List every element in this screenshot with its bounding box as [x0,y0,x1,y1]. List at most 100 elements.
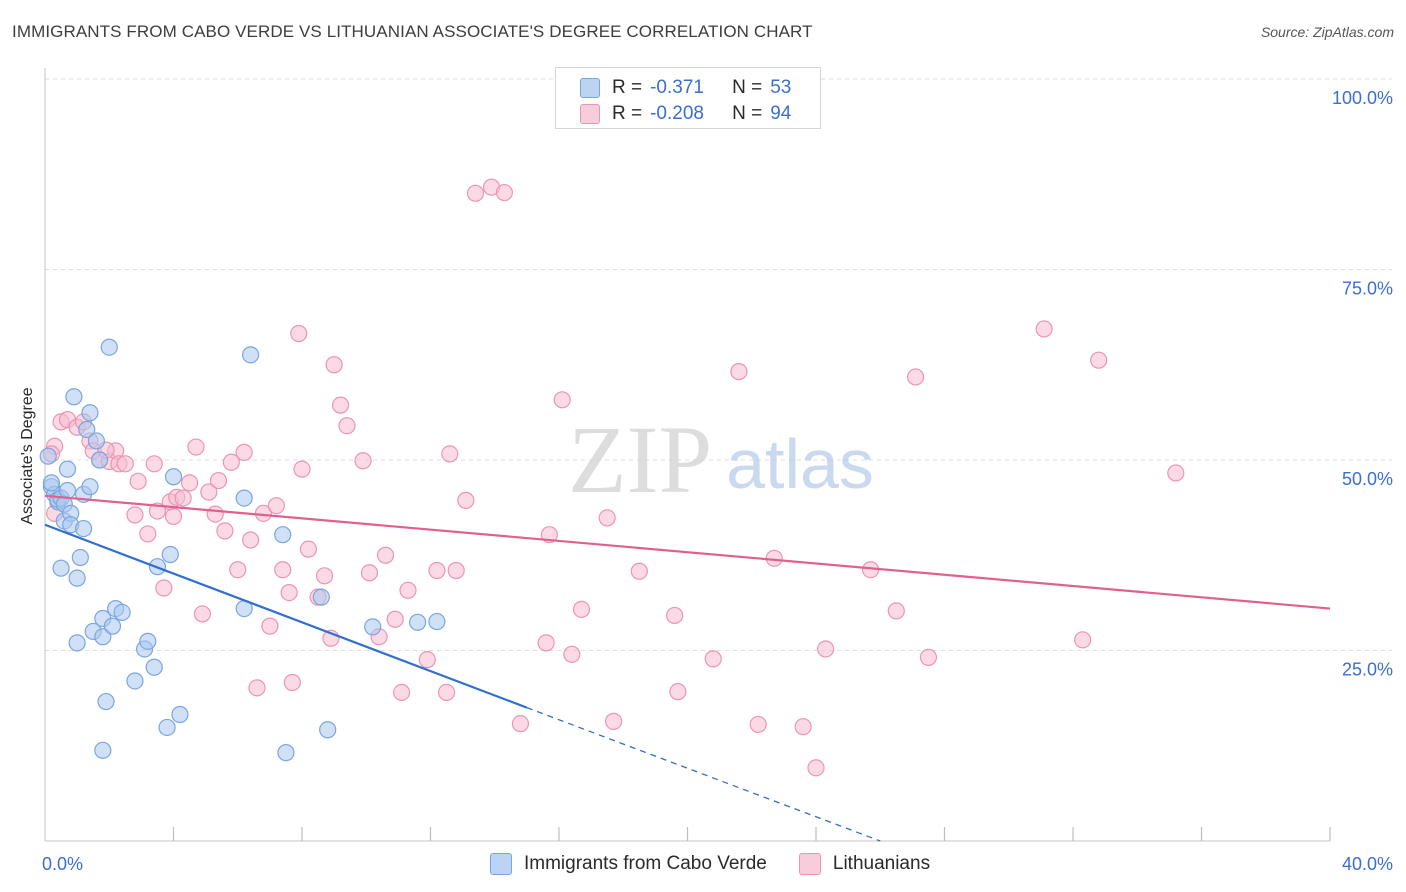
point-lithuanians [418,651,436,669]
y-tick-label: 25.0% [1342,660,1393,680]
n-value-cabo-verde: 53 [770,77,792,98]
point-lithuanians [730,363,748,381]
point-lithuanians [325,356,343,374]
point-lithuanians [145,455,163,473]
point-lithuanians [794,718,812,736]
point-cabo-verde [74,519,93,538]
point-lithuanians [174,489,192,507]
point-cabo-verde [42,474,61,492]
point-cabo-verde [409,613,427,631]
point-lithuanians [919,648,938,666]
point-lithuanians [222,453,240,471]
watermark: ZIP atlas [568,406,874,513]
r-value-lithuanians: -0.208 [650,103,704,124]
watermark-zip: ZIP [568,406,712,513]
tick-labels: 25.0% 50.0% 75.0% 100.0% 0.0% 40.0% [42,88,1393,874]
point-cabo-verde [126,672,144,690]
point-lithuanians [807,759,825,777]
point-lithuanians [274,561,292,579]
point-cabo-verde [97,692,115,711]
legend-swatch-blue [580,78,600,98]
point-lithuanians [193,605,212,623]
point-lithuanians [139,525,157,543]
point-lithuanians [248,679,266,697]
point-cabo-verde [94,741,112,759]
point-cabo-verde [94,628,112,646]
point-lithuanians [598,509,616,527]
point-lithuanians [428,561,446,580]
point-cabo-verde [312,588,330,606]
point-lithuanians [267,497,285,515]
x-tick-label: 0.0% [42,854,83,874]
point-lithuanians [293,460,311,478]
point-lithuanians [180,474,199,492]
point-cabo-verde [52,559,70,577]
point-lithuanians [666,606,684,625]
point-lithuanians [1035,320,1053,338]
n-label: N = [732,103,763,124]
point-lithuanians [290,324,308,343]
trend-line-cabo-verde [44,523,528,709]
point-lithuanians [605,712,623,730]
series-legend: Immigrants from Cabo Verde Lithuanians [490,851,962,877]
chart-title: IMMIGRANTS FROM CABO VERDE VS LITHUANIAN… [12,22,813,41]
n-value-lithuanians: 94 [770,103,792,124]
point-lithuanians [392,683,411,702]
y-tick-label: 50.0% [1342,469,1393,489]
point-cabo-verde [91,451,109,469]
point-lithuanians [229,561,247,579]
legend-swatch-pink [798,853,821,875]
point-lithuanians [242,531,260,549]
trend-line-lithuanians [44,494,1331,610]
point-cabo-verde [164,468,183,486]
point-cabo-verde [68,634,86,652]
grid-lines [45,78,1392,651]
point-cabo-verde [235,489,253,507]
point-cabo-verde [161,545,179,564]
point-lithuanians [749,715,767,734]
point-lithuanians [437,683,456,702]
point-lithuanians [315,567,334,585]
point-lithuanians [495,183,513,202]
point-lithuanians [447,561,465,580]
point-lithuanians [155,579,173,597]
trend-line-cabo-verde-extension [526,707,881,842]
point-lithuanians [817,640,835,658]
r-label: R = [612,103,643,124]
point-lithuanians [572,600,591,618]
point-lithuanians [116,455,134,473]
point-lithuanians [511,715,530,733]
point-lithuanians [704,650,722,668]
point-cabo-verde [65,388,83,406]
point-lithuanians [669,683,687,701]
point-cabo-verde [139,632,157,650]
legend-swatch-blue [490,853,512,875]
point-lithuanians [563,645,581,663]
point-lithuanians [164,507,183,525]
point-lithuanians [126,506,144,524]
point-lithuanians [537,634,555,652]
point-cabo-verde [319,721,337,739]
point-cabo-verde [428,612,446,631]
point-cabo-verde [277,744,295,762]
point-lithuanians [216,522,234,540]
y-tick-label: 75.0% [1342,279,1393,299]
point-cabo-verde [145,658,163,676]
point-lithuanians [386,610,404,628]
point-lithuanians [441,445,459,463]
point-lithuanians [553,391,571,409]
point-lithuanians [209,471,228,490]
y-axis-label: Associate's Degree [19,387,36,525]
legend-row-cabo-verde: R = -0.371 N = 53 [580,76,791,100]
legend-label-cabo-verde: Immigrants from Cabo Verde [524,853,767,874]
point-cabo-verde [274,526,292,544]
point-cabo-verde [242,346,260,364]
point-lithuanians [299,540,318,558]
r-value-cabo-verde: -0.371 [650,77,704,98]
point-cabo-verde [171,705,189,724]
point-lithuanians [887,602,905,620]
point-lithuanians [1074,631,1092,649]
point-lithuanians [376,546,395,564]
point-cabo-verde [58,481,77,500]
